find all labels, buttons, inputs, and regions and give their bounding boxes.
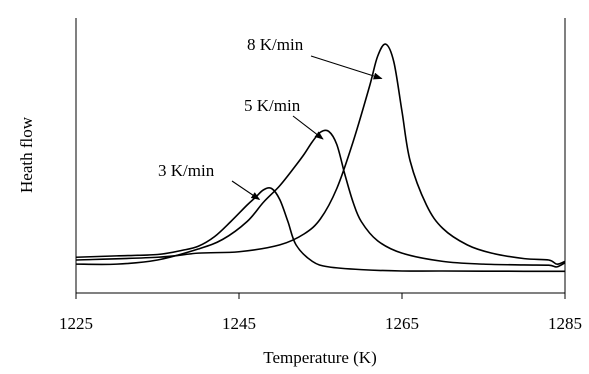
x-tick-label: 1285 — [548, 314, 582, 333]
x-tick-label: 1225 — [59, 314, 93, 333]
annotation-arrow — [310, 55, 383, 80]
series-label: 5 K/min — [244, 96, 301, 115]
annotation-layer: 8 K/min 5 K/min 3 K/min — [158, 35, 383, 201]
plot-frame — [75, 18, 566, 294]
x-tick-label: 1245 — [222, 314, 256, 333]
series-layer — [75, 43, 566, 273]
x-axis-ticks: 1225 1245 1265 1285 — [59, 293, 582, 333]
x-axis-title: Temperature (K) — [263, 348, 377, 367]
series-label: 8 K/min — [247, 35, 304, 54]
y-axis-title: Heath flow — [17, 116, 36, 193]
annotation-arrow — [292, 115, 324, 140]
annotation-arrow — [231, 180, 261, 201]
series-line-1 — [75, 187, 566, 273]
series-line-2 — [75, 129, 566, 268]
x-tick-label: 1265 — [385, 314, 419, 333]
series-label: 3 K/min — [158, 161, 215, 180]
series-line-3 — [75, 43, 566, 265]
